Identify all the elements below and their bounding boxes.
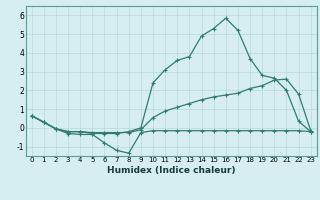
X-axis label: Humidex (Indice chaleur): Humidex (Indice chaleur) [107, 166, 236, 175]
